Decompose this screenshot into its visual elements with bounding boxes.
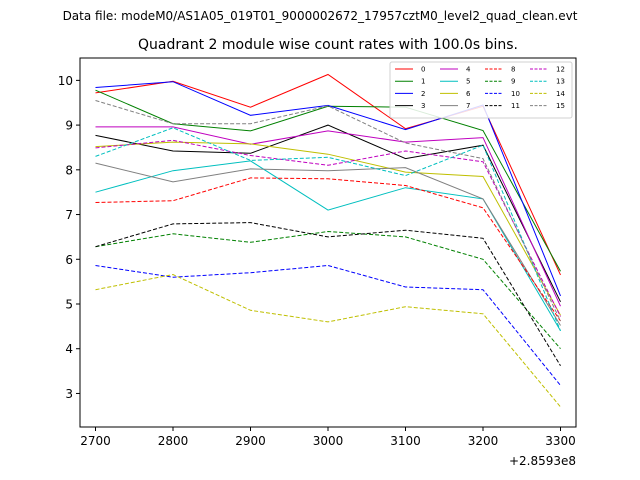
series-line-15 [95,100,561,322]
y-tick-label: 3 [65,387,73,401]
x-tick-label: 2900 [235,434,266,448]
y-tick-label: 10 [58,74,73,88]
series-line-12 [95,139,561,317]
x-tick-label: 3300 [545,434,576,448]
x-tick-label: 2800 [158,434,189,448]
legend-box [389,61,573,119]
y-tick-label: 4 [65,342,73,356]
legend-label-10: 10 [511,90,520,98]
y-axis: 3 4 5 6 7 8 9 10 [58,74,80,401]
legend-label-1: 1 [421,78,425,86]
series-line-11 [95,222,561,366]
series-line-3 [95,124,561,303]
legend-label-3: 3 [421,102,425,110]
x-axis: 2700 2800 2900 3000 3100 3200 3300 [80,427,576,448]
series-layer [95,73,561,408]
series-line-6 [95,141,561,316]
chart-title: Quadrant 2 module wise count rates with … [138,37,518,53]
y-tick-label: 5 [65,298,73,312]
legend-label-12: 12 [556,66,565,74]
x-tick-label: 3100 [390,434,421,448]
y-tick-label: 9 [65,119,73,133]
legend-label-8: 8 [511,66,515,74]
legend-label-9: 9 [511,78,515,86]
series-line-9 [95,230,561,350]
y-tick-label: 7 [65,208,73,222]
series-line-7 [95,162,561,326]
legend-label-2: 2 [421,90,425,98]
series-line-4 [95,126,561,307]
y-tick-label: 8 [65,163,73,177]
legend-label-5: 5 [466,78,470,86]
legend-label-14: 14 [556,90,565,98]
x-axis-offset-label: +2.8593e8 [509,454,576,468]
legend-label-11: 11 [511,102,520,110]
legend-label-0: 0 [421,66,425,74]
chart-suptitle: Data file: modeM0/AS1A05_019T01_90000026… [63,9,578,23]
y-tick-label: 6 [65,253,73,267]
series-line-8 [95,177,561,322]
series-line-14 [95,273,561,408]
legend-label-15: 15 [556,102,565,110]
legend-label-13: 13 [556,78,565,86]
x-tick-label: 3000 [313,434,344,448]
legend-label-7: 7 [466,102,470,110]
legend-label-4: 4 [466,66,471,74]
x-tick-label: 3200 [468,434,499,448]
x-tick-label: 2700 [80,434,111,448]
series-line-10 [95,264,561,386]
legend-label-6: 6 [466,90,471,98]
